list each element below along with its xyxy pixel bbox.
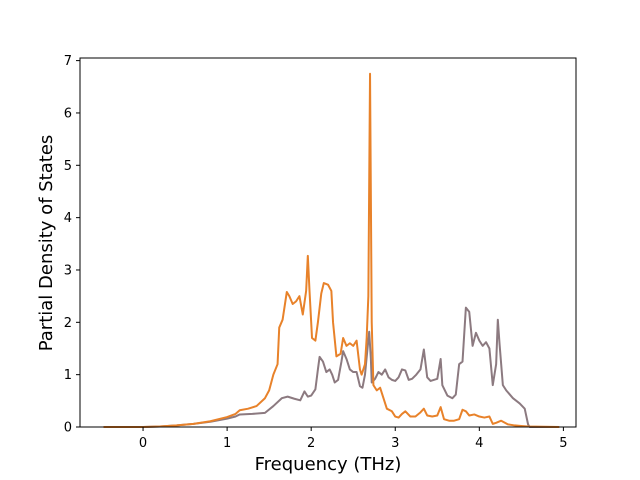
y-tick-label: 0 (64, 421, 72, 436)
y-tick-label: 7 (64, 54, 72, 69)
x-tick-label: 3 (391, 436, 399, 451)
x-tick-label: 1 (223, 436, 231, 451)
plot-frame (79, 57, 577, 428)
x-tick-label: 5 (559, 436, 567, 451)
y-tick-label: 4 (64, 211, 72, 226)
y-tick-label: 3 (64, 263, 72, 278)
series-layer (103, 72, 560, 428)
y-axis-title: Partial Density of States (36, 135, 57, 352)
y-tick-label: 1 (64, 368, 72, 383)
x-tick-label: 0 (139, 436, 147, 451)
x-axis-title: Frequency (THz) (255, 454, 402, 475)
y-axis-ticks: 0 1 2 3 4 5 6 7 (64, 54, 80, 436)
series-line-1 (103, 306, 560, 428)
series-line-2 (103, 72, 560, 428)
y-tick-label: 5 (64, 159, 72, 174)
x-tick-label: 4 (475, 436, 483, 451)
plot-area-background (80, 58, 576, 427)
y-tick-label: 2 (64, 316, 72, 331)
y-tick-label: 6 (64, 106, 72, 121)
x-tick-label: 2 (307, 436, 315, 451)
x-axis-ticks: 0 1 2 3 4 5 (139, 427, 568, 451)
